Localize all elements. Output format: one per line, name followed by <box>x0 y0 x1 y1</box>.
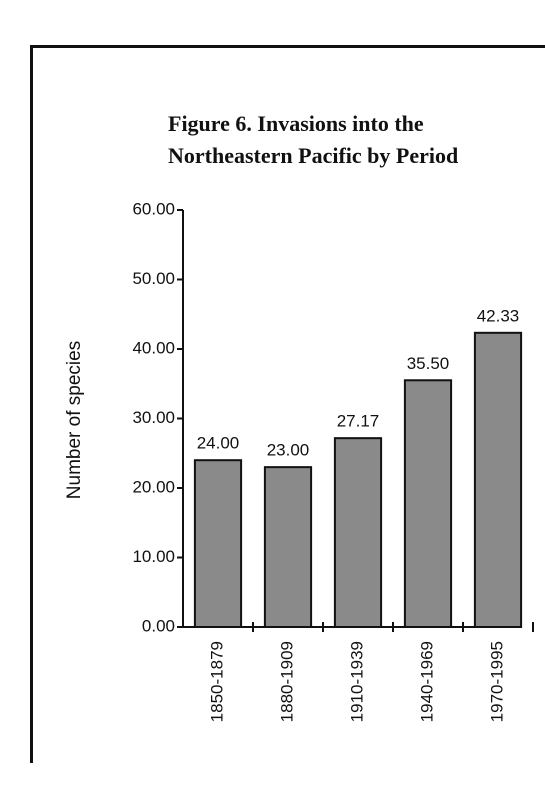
value-label: 24.00 <box>197 434 240 453</box>
y-tick-label: 40.00 <box>132 338 175 357</box>
x-tick-label: 1940-1969 <box>417 641 436 722</box>
value-label: 42.33 <box>477 306 520 325</box>
bar <box>193 459 243 629</box>
chart-title: Figure 6. Invasions into the Northeaster… <box>168 111 459 168</box>
x-tick-label: 1910-1939 <box>347 641 366 722</box>
y-tick-label: 0.00 <box>142 616 175 635</box>
y-tick-label: 60.00 <box>132 199 175 218</box>
value-label: 27.17 <box>337 412 380 431</box>
y-tick-label: 20.00 <box>132 477 175 496</box>
bar <box>473 331 523 628</box>
y-axis-label: Number of species <box>64 341 85 499</box>
bar <box>263 466 313 628</box>
value-label: 23.00 <box>267 441 310 460</box>
y-tick-label: 50.00 <box>132 269 175 288</box>
y-tick-label: 30.00 <box>132 408 175 427</box>
x-tick-label: 1970-1995 <box>487 641 506 722</box>
frame <box>30 45 545 763</box>
bar <box>403 379 453 628</box>
x-tick-label: 1850-1879 <box>207 641 226 722</box>
bar <box>333 437 383 628</box>
y-tick-label: 10.00 <box>132 547 175 566</box>
value-label: 35.50 <box>407 354 450 373</box>
x-tick-label: 1880-1909 <box>277 641 296 722</box>
